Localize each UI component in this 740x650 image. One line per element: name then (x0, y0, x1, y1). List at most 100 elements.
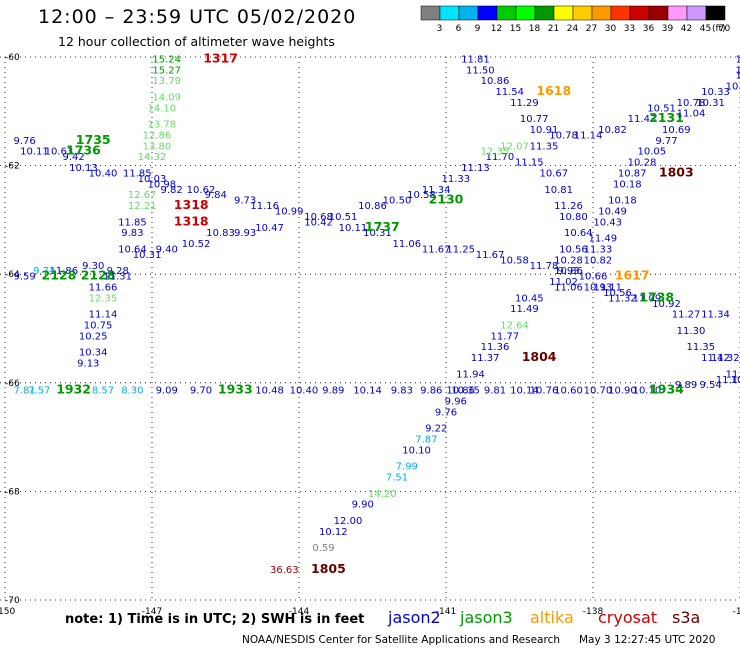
wave-height-label: 10.58 (500, 255, 529, 266)
wave-height-label: 7.99 (396, 462, 418, 473)
wave-height-label: 11.33 (584, 244, 613, 255)
wave-height-label: 9.09 (156, 386, 178, 397)
wave-height-label: 10.28 (554, 255, 583, 266)
wave-height-label: 9.30 (82, 261, 104, 272)
wave-height-label: 11.09 (633, 293, 662, 304)
colorbar-swatch (686, 5, 707, 21)
wave-height-label: 9.96 (445, 397, 467, 408)
wave-height-label: 10.67 (539, 168, 568, 179)
wave-height-label: 11.55 (735, 54, 740, 65)
wave-height-label: 11.34 (422, 185, 451, 196)
wave-height-label: 10.92 (652, 299, 681, 310)
pass-time-label: 1934 (649, 382, 684, 397)
wave-height-label: 10.35 (451, 386, 480, 397)
data-points: 131715.2415.2713.7914.0914.1013.7812.861… (13, 50, 740, 575)
wave-height-label: 11.85 (118, 217, 147, 228)
wave-height-label: 10.86 (481, 76, 510, 87)
footnote: note: 1) Time is in UTC; 2) SWH is in fe… (65, 612, 365, 627)
wave-height-label: 10.87 (618, 168, 647, 179)
wave-height-label: 10.91 (530, 125, 559, 136)
wave-height-label: 9.86 (420, 386, 442, 397)
wave-height-label: 11.85 (123, 168, 152, 179)
wave-height-label: 9.73 (234, 196, 256, 207)
wave-height-label: 11.36 (481, 342, 510, 353)
wave-height-label: 11.33 (441, 174, 470, 185)
wave-height-label: 14.10 (147, 103, 176, 114)
wave-height-label: 10.75 (84, 321, 113, 332)
colorbar-swatch (420, 5, 441, 21)
wave-height-label: 9.82 (160, 185, 182, 196)
wave-height-label: 9.89 (675, 380, 697, 391)
wave-height-label: 10.47 (255, 223, 284, 234)
generated-timestamp: May 3 12:27:45 UTC 2020 (579, 634, 716, 646)
wave-height-label: 10.89 (726, 82, 740, 93)
colorbar: 3 6 9 12 15 18 21 24 27 30 33 36 39 42 45 70(ft) (420, 5, 730, 34)
wave-height-label: 11.86 (49, 266, 78, 277)
wave-height-label: 10.82 (584, 255, 613, 266)
wave-height-label: 10.49 (598, 206, 627, 217)
wave-height-label: 8.57 (92, 386, 114, 397)
wave-height-label: 13.80 (143, 141, 172, 152)
wave-height-label: 10.05 (637, 147, 666, 158)
wave-height-label: 9.93 (557, 266, 579, 277)
wave-height-label: 11.06 (392, 239, 421, 250)
wave-height-label: 10.50 (383, 196, 412, 207)
colorbar-tick-label: 36 (643, 24, 655, 34)
wave-height-label: 9.42 (62, 152, 84, 163)
y-tick-label: -62 (5, 162, 20, 172)
wave-height-label: 10.98 (147, 179, 176, 190)
wave-height-label: 11.49 (588, 234, 617, 245)
wave-height-label: 11.42 (701, 353, 730, 364)
wave-height-label: 9.93 (234, 228, 256, 239)
y-tick-label: -60 (5, 53, 20, 63)
wave-height-label: 11.50 (735, 65, 740, 76)
wave-height-label: 0.59 (312, 543, 334, 554)
wave-height-label: 10.56 (559, 244, 588, 255)
wave-height-label: 11.35 (686, 342, 715, 353)
wave-height-label: 13.78 (147, 120, 176, 131)
colorbar-swatch (534, 5, 555, 21)
x-tick-label: -141 (436, 607, 456, 617)
wave-height-label: 11.04 (677, 109, 706, 120)
wave-height-label: 9.83 (121, 228, 143, 239)
pass-time-label: 1735 (76, 132, 111, 147)
colorbar-swatch (572, 5, 593, 21)
colorbar-swatch (705, 5, 726, 21)
colorbar-swatch (553, 5, 574, 21)
wave-height-label: 9.28 (107, 266, 129, 277)
wave-height-label: 10.52 (182, 239, 211, 250)
wave-height-label: 10.90 (608, 386, 637, 397)
wave-height-label: 10.99 (275, 206, 304, 217)
wave-height-label: 11.13 (461, 163, 490, 174)
colorbar-tick-label: 27 (586, 24, 597, 34)
chart-title: 12:00 – 23:59 UTC 05/02/2020 (38, 6, 357, 28)
wave-height-label: 10.03 (138, 174, 167, 185)
wave-height-label: 9.76 (435, 407, 457, 418)
wave-height-label: 12.35 (89, 293, 118, 304)
wave-height-label: 14.32 (138, 152, 167, 163)
colorbar-tick-label: 45 (700, 24, 711, 34)
x-tick-label: -150 (0, 607, 15, 617)
wave-height-label: 10.43 (593, 217, 622, 228)
wave-height-label: 11.31 (103, 272, 132, 283)
pass-time-label: 1317 (203, 50, 238, 65)
wave-height-label: 10.45 (515, 293, 544, 304)
pass-time-label: 1318 (174, 197, 209, 212)
wave-height-label: 9.84 (205, 190, 227, 201)
wave-height-label: 10.93 (584, 282, 613, 293)
x-tick-label: -144 (289, 607, 310, 617)
colorbar-tick-label: 18 (529, 24, 541, 34)
wave-height-label: 11.34 (701, 310, 730, 321)
wave-height-label: 14.09 (152, 92, 181, 103)
wave-height-label: 10.31 (363, 228, 392, 239)
wave-height-label: 11.32 (608, 293, 637, 304)
wave-height-label: 10.78 (549, 130, 578, 141)
colorbar-tick-label: 24 (567, 24, 579, 34)
wave-height-label: 10.33 (701, 87, 730, 98)
colorbar-tick-label: 21 (548, 24, 559, 34)
wave-height-label: 10.77 (520, 114, 549, 125)
wave-height-label: 10.14 (353, 386, 382, 397)
wave-height-label: 11.35 (530, 141, 559, 152)
wave-height-label: 7.57 (28, 386, 50, 397)
wave-height-label: 10.83 (206, 228, 235, 239)
